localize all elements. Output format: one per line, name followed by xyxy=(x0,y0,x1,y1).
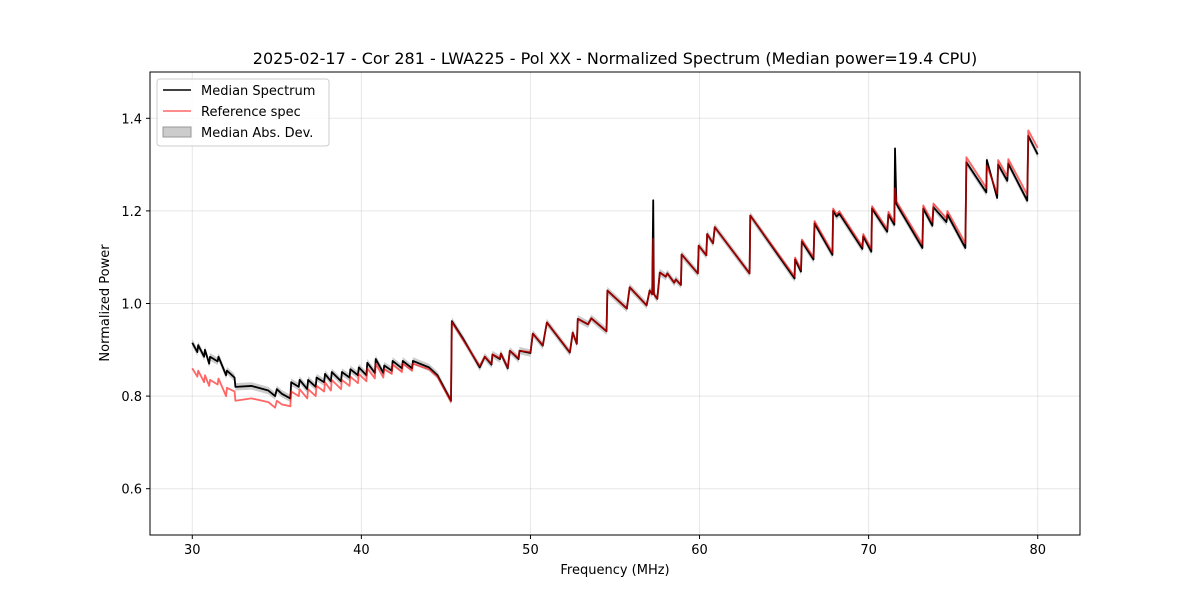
reference-spectrum-line xyxy=(191,129,1039,409)
y-tick-label: 1.2 xyxy=(121,205,142,220)
legend-median-label: Median Spectrum xyxy=(201,84,315,99)
legend-reference-label: Reference spec xyxy=(201,105,301,120)
legend-mad-swatch xyxy=(162,126,192,138)
x-tick-label: 40 xyxy=(353,543,370,558)
y-tick-label: 0.6 xyxy=(121,483,142,498)
x-tick-label: 70 xyxy=(860,543,877,558)
x-tick-label: 30 xyxy=(184,543,201,558)
y-axis-label: Normalized Power xyxy=(98,244,113,362)
y-axis: 0.6 0.8 1.0 1.2 1.4 xyxy=(121,112,150,498)
x-axis: 30 40 50 60 70 80 xyxy=(184,535,1046,558)
mad-band xyxy=(192,132,1038,405)
y-tick-label: 0.8 xyxy=(121,390,142,405)
plot-data xyxy=(191,129,1039,409)
legend-mad-label: Median Abs. Dev. xyxy=(201,126,313,141)
median-spectrum-line xyxy=(191,134,1039,402)
y-tick-label: 1.4 xyxy=(121,112,142,127)
y-tick-label: 1.0 xyxy=(121,298,142,313)
x-tick-label: 60 xyxy=(691,543,708,558)
legend: Median Spectrum Reference spec Median Ab… xyxy=(156,78,330,147)
legend-frame xyxy=(156,78,330,147)
x-axis-label: Frequency (MHz) xyxy=(560,563,669,578)
chart-title: 2025-02-17 - Cor 281 - LWA225 - Pol XX -… xyxy=(253,49,977,68)
x-tick-label: 80 xyxy=(1029,543,1046,558)
x-tick-label: 50 xyxy=(522,543,539,558)
